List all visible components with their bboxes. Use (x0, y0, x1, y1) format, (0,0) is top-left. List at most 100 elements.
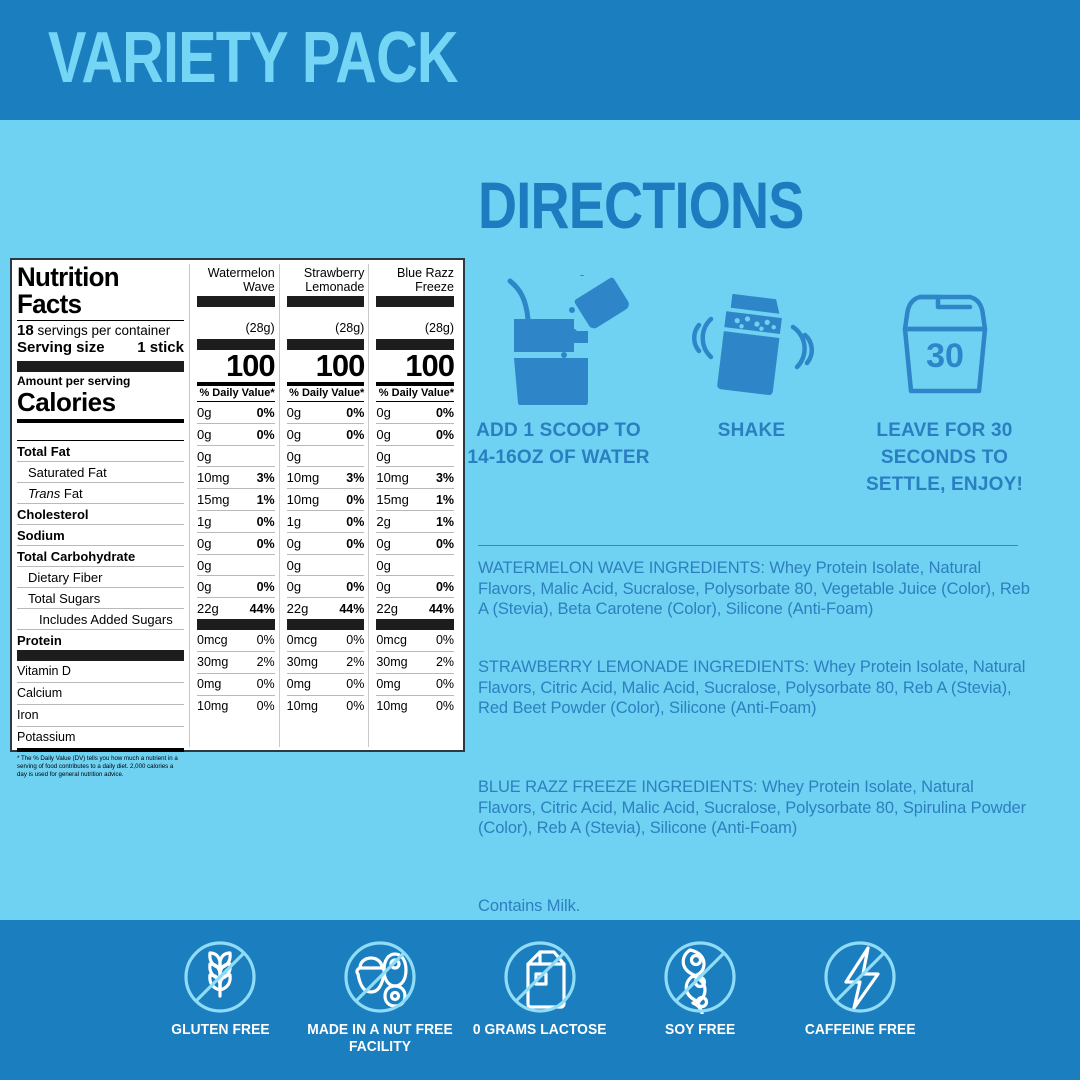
divider (376, 575, 455, 576)
divider (286, 510, 365, 511)
vitamin-value-row: 10mg 0% (287, 696, 365, 717)
divider (376, 401, 455, 402)
nutrient-value-row: 0g 0% (197, 424, 275, 445)
flavor-column: Watermelon Wave (28g) 100 % Daily Value* 0g 0%… (189, 264, 279, 747)
serving-weight: (28g) (245, 321, 275, 335)
nutrient-daily-value: 0% (256, 536, 275, 551)
nutrient-amount: 0g (376, 535, 391, 551)
vitamin-row-label: Calcium (17, 686, 63, 700)
divider (376, 382, 455, 386)
divider (197, 466, 275, 467)
direction-step-label: ADD 1 SCOOP TO 14-16OZ OF WATER (467, 420, 650, 468)
divider (286, 532, 365, 533)
nutrient-amount: 0g (286, 578, 302, 594)
thick-divider (197, 619, 275, 630)
nutrient-value-row: 0g 0% (197, 533, 275, 554)
claim-badge-label: MADE IN A NUT FREE FACILITY (307, 1021, 453, 1055)
nutrient-value-row: 2g 1% (376, 511, 454, 532)
divider (286, 466, 365, 467)
vitamin-value-row: 10mg 0% (197, 696, 275, 717)
divider (376, 651, 455, 652)
allergen-statement: Contains Milk. (478, 897, 581, 915)
nutrient-row-label: Saturated Fat (28, 464, 107, 480)
nutrient-row-label: Sodium (17, 527, 65, 543)
flavor-name: Strawberry Lemonade (303, 266, 365, 294)
divider (286, 488, 365, 489)
nutrient-daily-value: 0% (346, 536, 365, 551)
thick-divider (197, 339, 275, 350)
flavor-columns: Watermelon Wave (28g) 100 % Daily Value* 0g 0%… (189, 264, 458, 747)
flavor-name: Watermelon Wave (207, 266, 275, 294)
ingredients-watermelon-wave: WATERMELON WAVE INGREDIENTS: Whey Protei… (478, 559, 1030, 618)
nutrient-amount: 0g (197, 535, 212, 551)
nutrient-amount: 0g (197, 578, 212, 594)
nutrient-value-row: 0g (376, 446, 454, 466)
nutrient-daily-value: 0% (256, 405, 275, 420)
divider (17, 461, 184, 462)
nutrient-row-label: Includes Added Sugars (39, 611, 173, 627)
nutrient-row-label: Cholesterol (17, 506, 89, 522)
nutrient-rows-labels: Total Fat Saturated Fat Trans Fat Cholester… (17, 441, 184, 650)
thick-divider (286, 619, 365, 630)
divider (197, 401, 275, 402)
direction-step-settle: 30 LEAVE FOR 30 SECONDS TO SETTLE, ENJOY… (848, 272, 1041, 498)
vitamin-value-row: 0mg 0% (376, 674, 454, 695)
nutrient-value-row: 10mg 3% (287, 467, 365, 488)
nutrient-amount: 1g (197, 513, 212, 529)
nutrient-amount: 2g (376, 513, 391, 529)
nutrient-daily-value: 3% (435, 470, 455, 485)
nutrient-daily-value: 0% (256, 514, 275, 529)
vitamin-daily-value: 0% (435, 633, 455, 647)
nutrient-amount: 0g (197, 557, 212, 573)
claims-badge-row: GLUTEN FREE MADE IN A NUT FREE FACILITY … (0, 920, 1080, 1080)
directions-heading: DIRECTIONS (478, 168, 804, 242)
vitamin-row-label: Iron (17, 708, 39, 722)
vitamin-row-label: Potassium (17, 730, 76, 744)
divider (286, 651, 365, 652)
nutrient-row-label: Protein (17, 632, 62, 648)
nutrient-amount: 10mg (376, 469, 409, 485)
divider (197, 597, 275, 598)
nutrient-daily-value: 1% (435, 514, 455, 529)
serving-size-row: Serving size 1 stick (17, 339, 184, 357)
nutrient-value-row: 0g 0% (376, 424, 454, 445)
serving-weight: (28g) (424, 321, 455, 335)
nutrient-value-row: 0g (197, 555, 275, 575)
serving-size-value: 1 stick (137, 339, 184, 356)
thick-divider (17, 650, 184, 661)
nutrient-amount: 22g (376, 600, 399, 616)
nutrient-daily-value: 0% (346, 405, 365, 420)
nutrient-value-row: 15mg 1% (376, 489, 454, 510)
vitamin-daily-value: 0% (256, 633, 275, 647)
page-title: VARIETY PACK (48, 18, 458, 98)
nutrient-daily-value: 0% (435, 405, 455, 420)
divider (197, 695, 275, 696)
header-band: VARIETY PACK (0, 0, 1080, 120)
nutrient-value-row: 0g 0% (287, 576, 365, 597)
nutrient-value-row: 0g 0% (376, 402, 454, 423)
vitamin-value-row: 30mg 2% (376, 652, 454, 673)
nut-no-icon (340, 934, 420, 1014)
daily-value-header: % Daily Value* (199, 387, 275, 399)
nutrient-amount: 0g (376, 404, 391, 420)
claim-badge: 0 GRAMS LACTOSE (460, 934, 620, 1038)
nutrient-value-row: 22g 44% (197, 598, 275, 619)
nutrient-daily-value: 0% (435, 427, 455, 442)
divider (197, 651, 275, 652)
vitamin-amount: 30mg (197, 655, 229, 669)
nutrient-row-label: Total Sugars (28, 590, 101, 606)
claim-badge-label: 0 GRAMS LACTOSE (473, 1021, 607, 1038)
divider (197, 554, 275, 555)
settle-seconds-text: 30 (926, 337, 964, 375)
vitamin-value-row: 0mg 0% (197, 674, 275, 695)
nutrient-value-row: 22g 44% (376, 598, 454, 619)
nutrient-daily-value: 44% (339, 601, 365, 616)
divider (17, 320, 184, 321)
flavor-name: Blue Razz Freeze (397, 266, 455, 294)
divider (376, 423, 455, 424)
direction-step-shake: SHAKE (655, 272, 848, 498)
vitamin-daily-value: 0% (346, 633, 365, 647)
nutrient-amount: 0g (376, 578, 391, 594)
nutrient-daily-value: 0% (346, 514, 365, 529)
vitamin-daily-value: 0% (346, 699, 365, 713)
